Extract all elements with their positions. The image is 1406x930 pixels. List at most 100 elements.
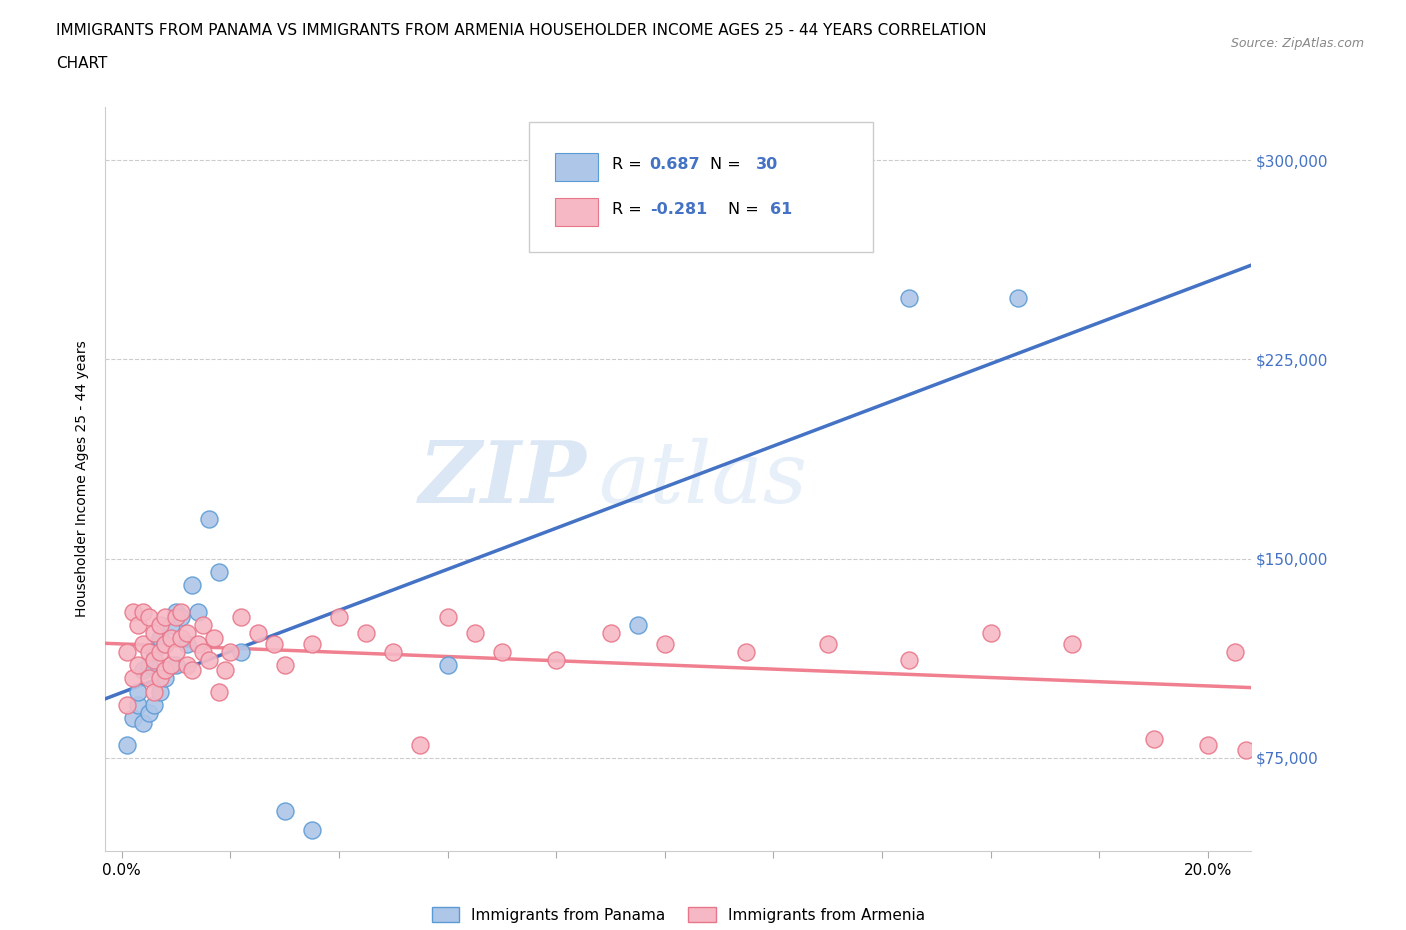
Point <box>170 610 193 625</box>
Bar <box>554 198 598 226</box>
Point <box>138 671 160 685</box>
Point <box>491 644 513 659</box>
Point <box>208 565 231 579</box>
Text: ZIP: ZIP <box>419 437 586 521</box>
Point <box>193 644 215 659</box>
Point <box>193 618 215 632</box>
Point <box>214 663 236 678</box>
Point <box>121 671 143 685</box>
Point <box>170 631 193 645</box>
Point <box>115 698 138 712</box>
Point <box>181 663 204 678</box>
Point <box>132 604 155 619</box>
Text: R =: R = <box>612 157 647 172</box>
Point <box>898 291 921 306</box>
Point <box>176 636 198 651</box>
Point <box>436 610 458 625</box>
Point <box>654 636 676 651</box>
Point <box>138 705 160 720</box>
Point <box>121 711 143 725</box>
Point <box>246 626 269 641</box>
Point <box>202 631 225 645</box>
Point <box>301 822 323 837</box>
Bar <box>554 153 598 181</box>
Point <box>159 618 181 632</box>
Point <box>127 618 149 632</box>
Point <box>231 644 253 659</box>
Point <box>627 618 650 632</box>
Point <box>817 636 839 651</box>
Text: R =: R = <box>612 202 647 217</box>
Point <box>138 644 160 659</box>
Point <box>273 804 295 818</box>
Y-axis label: Householder Income Ages 25 - 44 years: Householder Income Ages 25 - 44 years <box>76 340 90 618</box>
Point <box>187 636 209 651</box>
Point <box>127 684 149 699</box>
Point <box>187 604 209 619</box>
Point <box>115 737 138 752</box>
Point <box>143 644 166 659</box>
Legend: Immigrants from Panama, Immigrants from Armenia: Immigrants from Panama, Immigrants from … <box>426 900 931 929</box>
Point <box>132 636 155 651</box>
Point <box>1062 636 1084 651</box>
Point <box>132 663 155 678</box>
Text: Source: ZipAtlas.com: Source: ZipAtlas.com <box>1230 37 1364 50</box>
Point <box>165 604 187 619</box>
Text: 0.687: 0.687 <box>650 157 700 172</box>
Point <box>143 652 166 667</box>
Point <box>197 512 219 526</box>
Point <box>143 684 166 699</box>
Point <box>181 578 204 592</box>
Point <box>176 626 198 641</box>
Point <box>132 716 155 731</box>
Point <box>599 626 621 641</box>
Point <box>153 610 176 625</box>
Point <box>273 658 295 672</box>
Point <box>153 636 176 651</box>
Point <box>328 610 350 625</box>
Point <box>1142 732 1164 747</box>
Text: 61: 61 <box>770 202 793 217</box>
Point <box>1234 742 1257 757</box>
Point <box>382 644 405 659</box>
Point <box>219 644 242 659</box>
Point <box>735 644 758 659</box>
Point <box>1007 291 1029 306</box>
Point <box>354 626 377 641</box>
Point <box>149 631 172 645</box>
Point <box>980 626 1002 641</box>
Text: -0.281: -0.281 <box>650 202 707 217</box>
Point <box>409 737 432 752</box>
Point <box>208 684 231 699</box>
Point <box>263 636 285 651</box>
Point <box>165 658 187 672</box>
Point <box>159 631 181 645</box>
Point <box>149 644 172 659</box>
Point <box>127 698 149 712</box>
Point <box>149 618 172 632</box>
Point <box>153 636 176 651</box>
Point <box>176 658 198 672</box>
Point <box>1223 644 1246 659</box>
Point <box>138 610 160 625</box>
Point <box>153 671 176 685</box>
Point <box>127 658 149 672</box>
Point <box>464 626 486 641</box>
Point <box>898 652 921 667</box>
Text: atlas: atlas <box>598 438 807 520</box>
Point <box>231 610 253 625</box>
Point <box>165 610 187 625</box>
Point <box>143 698 166 712</box>
Point <box>165 644 187 659</box>
Text: CHART: CHART <box>56 56 108 71</box>
Point <box>159 658 181 672</box>
Text: IMMIGRANTS FROM PANAMA VS IMMIGRANTS FROM ARMENIA HOUSEHOLDER INCOME AGES 25 - 4: IMMIGRANTS FROM PANAMA VS IMMIGRANTS FRO… <box>56 23 987 38</box>
Text: N =: N = <box>710 157 747 172</box>
Point <box>170 604 193 619</box>
Point <box>138 658 160 672</box>
Point <box>121 604 143 619</box>
Point <box>153 663 176 678</box>
Point <box>436 658 458 672</box>
Point <box>115 644 138 659</box>
Point <box>1197 737 1219 752</box>
